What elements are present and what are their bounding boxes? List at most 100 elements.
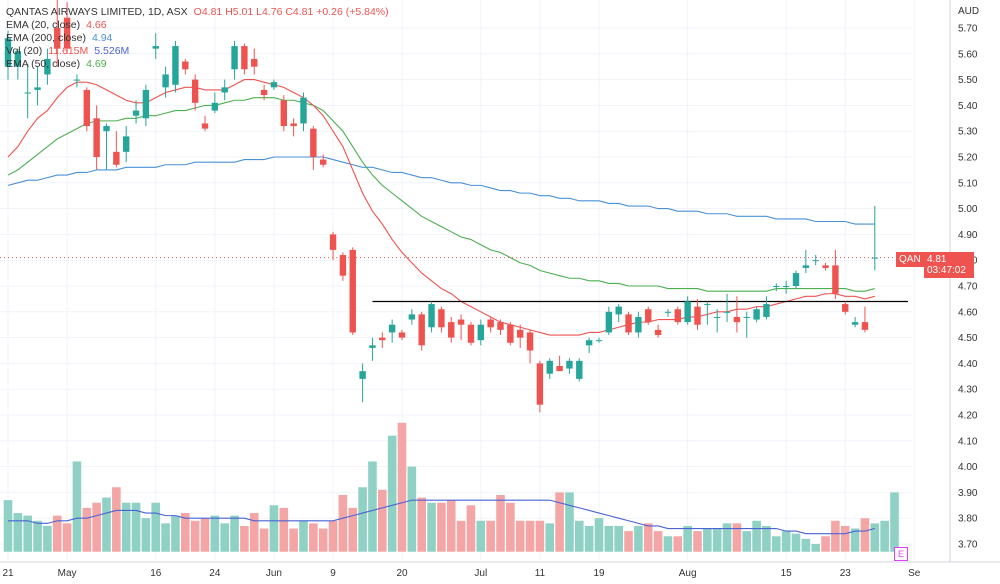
candle	[645, 306, 652, 325]
candle	[694, 298, 701, 330]
candle-body	[645, 309, 652, 323]
candle	[260, 84, 268, 101]
volume-bar	[732, 523, 742, 552]
candle-body	[832, 265, 839, 294]
candlesticks[interactable]	[4, 0, 878, 413]
candle-body	[260, 89, 268, 96]
vol-label: Vol (20)	[6, 45, 43, 57]
candle	[625, 311, 632, 336]
volume-bar	[220, 523, 229, 552]
earnings-marker[interactable]: E	[894, 547, 908, 561]
candle	[615, 304, 622, 323]
candle	[132, 100, 140, 124]
candle	[467, 322, 475, 346]
volume-bar	[791, 533, 801, 552]
candle	[507, 322, 514, 346]
candle	[349, 247, 356, 336]
volume-bar	[693, 531, 702, 552]
price-tick-label: 5.30	[958, 127, 978, 138]
price-tick-label: 5.10	[958, 178, 978, 189]
legend-ema50-row[interactable]: EMA (50, close) 4.69	[6, 58, 389, 71]
volume-bar	[594, 518, 604, 552]
volume-bar	[200, 518, 210, 552]
ema200-label: EMA (200, close)	[6, 32, 86, 44]
volume-bar	[506, 502, 515, 552]
candle-body	[221, 87, 228, 93]
candle-body	[871, 257, 878, 259]
candle	[487, 316, 494, 333]
volume-bar	[781, 531, 791, 552]
candle-body	[595, 340, 603, 342]
currency-label: AUD	[958, 6, 979, 17]
candle	[320, 154, 327, 168]
volume-bar	[762, 525, 771, 552]
price-tick-label: 4.50	[958, 333, 978, 344]
candle	[457, 314, 465, 341]
candle	[329, 231, 337, 261]
time-tick-label: Jul	[474, 568, 487, 579]
candle	[369, 337, 376, 361]
legend-ema20-row[interactable]: EMA (20, close) 4.66	[6, 19, 389, 32]
price-tick-label: 3.90	[958, 488, 978, 499]
candle-body	[132, 110, 140, 116]
volume-bar	[52, 515, 62, 552]
volume-bar	[466, 505, 476, 552]
volume-bar	[299, 520, 308, 552]
volume-bar	[870, 523, 880, 552]
volume-bar	[604, 525, 614, 552]
candle-body	[4, 38, 12, 67]
candle-body	[576, 360, 583, 379]
volume-bar	[289, 528, 298, 552]
candle-body	[388, 324, 396, 333]
volume-bar	[811, 544, 820, 552]
price-tick-label: 5.00	[958, 204, 978, 215]
candle	[211, 92, 219, 114]
candle	[556, 355, 563, 372]
candle-body	[851, 322, 859, 325]
candle-body	[723, 311, 731, 313]
candle-body	[24, 92, 31, 94]
candle	[241, 43, 248, 75]
time-tick-label: 15	[781, 568, 793, 579]
candle-body	[191, 79, 199, 103]
legend-ema200-row[interactable]: EMA (200, close) 4.94	[6, 32, 389, 45]
candle	[408, 309, 416, 325]
candle	[54, 0, 61, 67]
candle	[172, 40, 179, 93]
candle	[182, 58, 189, 75]
volume-bar	[446, 500, 456, 552]
candle	[388, 319, 396, 343]
candle	[280, 95, 287, 132]
legend-vol-row[interactable]: Vol (20) 11.615M 5.526M	[6, 45, 389, 58]
volume-bar	[742, 531, 752, 552]
candle-body	[280, 100, 287, 127]
candle	[24, 64, 31, 119]
candle-body	[615, 306, 622, 315]
volume-bar	[82, 507, 92, 552]
volume-bar	[575, 520, 584, 552]
candle	[654, 324, 662, 338]
volume-bar	[397, 422, 407, 552]
candle-body	[93, 118, 100, 157]
volume-bar	[3, 500, 13, 552]
volume-bar	[171, 515, 180, 552]
chart-legend: QANTAS AIRWAYS LIMITED, 1D, ASX O4.81 H5…	[6, 6, 389, 71]
candle-body	[517, 329, 524, 338]
candle-body	[753, 309, 760, 320]
price-tick-label: 5.70	[958, 24, 978, 35]
volume-bar	[23, 515, 32, 552]
candle-body	[428, 304, 435, 328]
price-tick-label: 3.70	[958, 540, 978, 551]
candle	[14, 48, 22, 80]
candle	[733, 296, 741, 333]
volume-bar	[407, 466, 417, 552]
candle	[201, 115, 209, 132]
symbol-title[interactable]: QANTAS AIRWAYS LIMITED, 1D, ASX	[6, 6, 188, 18]
candle-body	[782, 286, 790, 287]
candle-body	[792, 273, 800, 286]
volume-bar	[584, 525, 594, 552]
candle-body	[349, 249, 356, 333]
candle-body	[704, 304, 711, 306]
